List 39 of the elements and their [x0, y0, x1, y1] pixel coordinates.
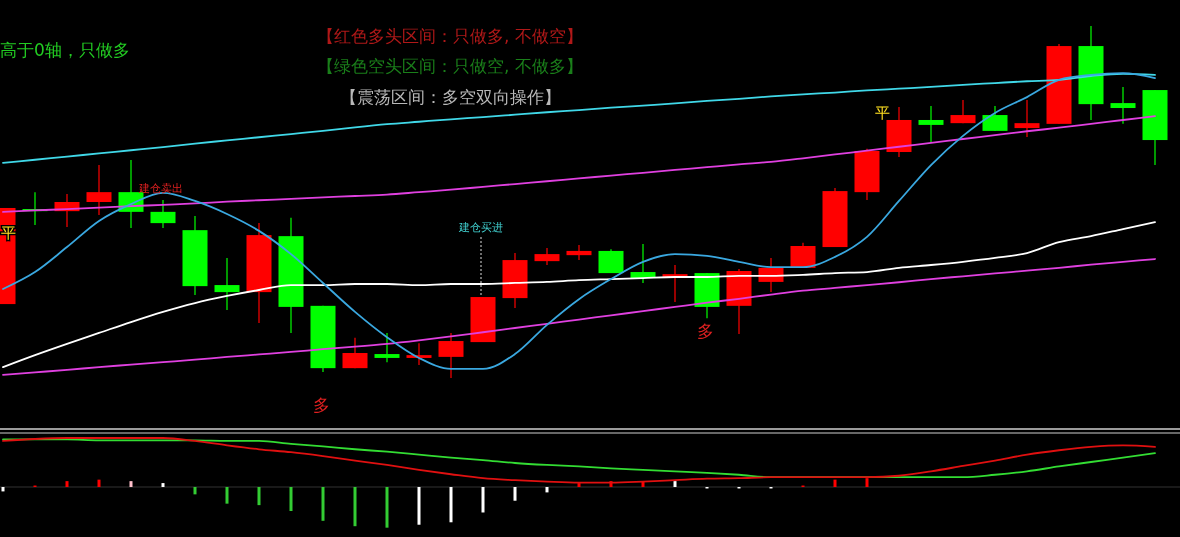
bar	[417, 487, 421, 525]
annotation: 平	[874, 104, 890, 122]
annotation: 【震荡区间：多空双向操作】	[339, 87, 561, 107]
annotation: 多	[696, 321, 714, 341]
annotation: 建仓卖出	[138, 182, 183, 195]
bar	[513, 487, 517, 501]
bar	[65, 481, 69, 487]
bar	[289, 487, 293, 512]
bar	[129, 481, 133, 487]
bar	[193, 487, 197, 495]
bar	[257, 487, 261, 506]
annotation: 【红色多头区间：只做多, 不做空】	[317, 26, 583, 46]
bar	[1, 487, 5, 492]
annotation: 【绿色空头区间：只做空, 不做多】	[317, 56, 583, 76]
candlestick	[918, 105, 944, 144]
bar	[833, 479, 837, 487]
bar	[865, 478, 869, 487]
annotation: 平	[0, 224, 16, 242]
candlestick	[214, 257, 240, 311]
candlestick	[534, 247, 560, 266]
annotation: 高于0轴，只做多	[0, 40, 130, 60]
bar	[161, 483, 165, 487]
bar	[225, 487, 229, 504]
bar	[385, 487, 389, 528]
candlestick	[406, 342, 432, 366]
bar	[481, 487, 485, 513]
bar	[449, 487, 453, 523]
bar	[353, 487, 357, 527]
bar	[577, 483, 581, 487]
candlestick	[566, 244, 592, 261]
text: 多	[312, 395, 330, 415]
annotation: 建仓买进	[458, 221, 503, 234]
bar	[97, 479, 101, 487]
bar	[321, 487, 325, 521]
candlestick	[1110, 86, 1136, 125]
bar	[673, 481, 677, 487]
bar	[545, 487, 549, 493]
candlestick	[374, 332, 400, 363]
candlestick	[1014, 99, 1040, 138]
